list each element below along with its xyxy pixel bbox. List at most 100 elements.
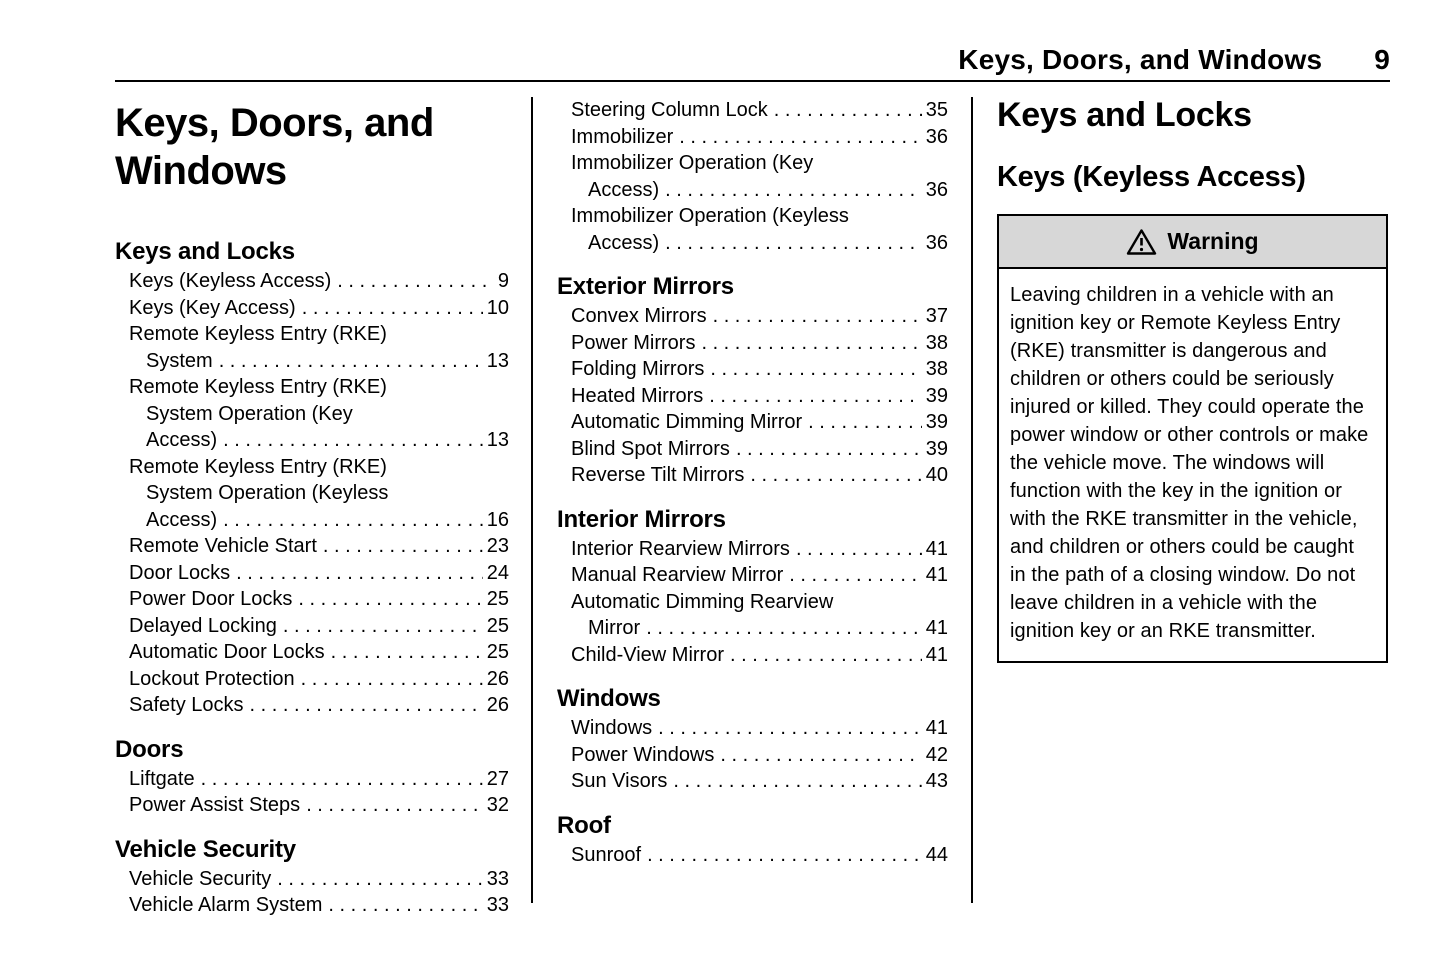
toc-leader-dots [673, 768, 921, 795]
toc-entry-label: Door Locks [129, 561, 231, 584]
toc-entry: Heated Mirrors 39 [557, 383, 948, 410]
toc-entry-label: Reverse Tilt Mirrors [571, 464, 745, 486]
toc-entry-label: Access) [588, 231, 660, 254]
toc-page-number: 27 [486, 767, 509, 790]
toc-leader-dots [679, 124, 922, 151]
toc-entry-label: System [146, 349, 213, 372]
toc-leader-dots [665, 230, 922, 257]
toc-entry: Remote Keyless Entry (RKE) System Operati… [115, 454, 509, 534]
toc-entry: Power Windows 42 [557, 742, 948, 769]
toc-entry: Immobilizer 36 [557, 124, 948, 151]
toc-page-number: 23 [486, 535, 509, 557]
chapter-title-line-2: Windows [115, 149, 287, 193]
warning-title: Warning [1167, 228, 1259, 254]
toc-page-number: 36 [925, 178, 948, 201]
toc-leader-dots [701, 330, 921, 357]
warning-header: Warning [999, 216, 1386, 269]
toc-entry-label: Remote Vehicle Start [129, 535, 317, 557]
toc-page-number: 41 [925, 564, 948, 586]
toc-page-number: 41 [925, 717, 948, 739]
toc-entry-label: Blind Spot Mirrors [571, 437, 730, 460]
toc-entry: Safety Locks 26 [115, 692, 509, 719]
toc-entry: Power Door Locks 25 [115, 586, 509, 613]
toc-entry: Remote Vehicle Start 23 [115, 533, 509, 560]
toc-leader-dots [646, 615, 922, 642]
chapter-title: Keys, Doors, and Windows [115, 99, 509, 195]
column-divider-2 [971, 97, 973, 903]
toc-entry-label: Automatic Door Locks [129, 641, 325, 663]
toc-section-heading: Vehicle Security [115, 835, 296, 863]
toc-page-number: 25 [486, 588, 509, 610]
toc-entry-label: Safety Locks [129, 694, 244, 716]
toc-leader-dots [789, 562, 921, 589]
toc-entry: Interior Rearview Mirrors 41 [557, 536, 948, 563]
toc-entry: Liftgate 27 [115, 766, 509, 793]
toc-list-column-2: Steering Column Lock35Immobilizer36Immob… [557, 97, 948, 868]
header-rule [115, 80, 1390, 82]
toc-leader-dots [201, 766, 483, 793]
toc-entry-label: Keys (Key Access) [129, 296, 296, 319]
toc-entry: Blind Spot Mirrors 39 [557, 436, 948, 463]
toc-leader-dots [223, 507, 483, 534]
toc-leader-dots [796, 536, 922, 563]
toc-entry: Sun Visors 43 [557, 768, 948, 795]
toc-entry-label: Convex Mirrors [571, 305, 707, 327]
toc-page-number: 43 [925, 770, 948, 792]
toc-entry-label: Vehicle Security [129, 867, 272, 890]
toc-page-number: 16 [486, 508, 509, 531]
toc-leader-dots [250, 692, 483, 719]
toc-page-number: 40 [925, 464, 948, 486]
toc-entry-label: Keys (Keyless Access) [129, 270, 332, 292]
toc-entry-label: Interior Rearview Mirrors [571, 537, 790, 560]
toc-entry-label: System Operation (Keyless [146, 482, 389, 504]
toc-page-number: 13 [486, 349, 509, 372]
toc-entry: Convex Mirrors 37 [557, 303, 948, 330]
toc-entry-label: Remote Keyless Entry (RKE) [129, 323, 387, 345]
content-column: Keys and Locks Keys (Keyless Access) War… [997, 97, 1391, 663]
toc-leader-dots [302, 295, 483, 322]
toc-entry-label: Manual Rearview Mirror [571, 564, 784, 586]
toc-leader-dots [219, 348, 483, 375]
toc-page-number: 10 [486, 296, 509, 319]
toc-entry-label: Lockout Protection [129, 667, 295, 690]
toc-entry-label: Heated Mirrors [571, 384, 704, 407]
running-header-page-number: 9 [1374, 44, 1390, 75]
toc-entry-label: Remote Keyless Entry (RKE) [129, 376, 387, 398]
toc-leader-dots [337, 268, 494, 295]
toc-entry-label: Folding Mirrors [571, 358, 705, 380]
toc-section-heading: Roof [557, 811, 611, 839]
toc-entry: Folding Mirrors 38 [557, 356, 948, 383]
toc-leader-dots [236, 560, 483, 587]
toc-entry: Power Assist Steps 32 [115, 792, 509, 819]
toc-entry: Keys (Key Access) 10 [115, 295, 509, 322]
toc-page-number: 36 [925, 125, 948, 148]
toc-entry: Reverse Tilt Mirrors 40 [557, 462, 948, 489]
toc-entry-label: System Operation (Key [146, 402, 353, 425]
toc-page-number: 24 [486, 561, 509, 584]
toc-entry-label: Child-View Mirror [571, 643, 724, 666]
section-title: Keys and Locks [997, 96, 1252, 134]
toc-page-number: 44 [925, 843, 948, 866]
toc-page-number: 25 [486, 614, 509, 637]
toc-page-number: 9 [497, 270, 509, 292]
toc-page-number: 41 [925, 617, 948, 639]
chapter-title-line-1: Keys, Doors, and [115, 101, 434, 145]
toc-leader-dots [277, 866, 482, 893]
subsection-title: Keys (Keyless Access) [997, 161, 1306, 193]
toc-entry: Child-View Mirror 41 [557, 642, 948, 669]
toc-leader-dots [328, 892, 482, 919]
toc-leader-dots [301, 666, 483, 693]
toc-entry-label: Automatic Dimming Mirror [571, 411, 803, 433]
toc-column-2: Steering Column Lock35Immobilizer36Immob… [557, 97, 948, 868]
column-divider-1 [531, 97, 533, 903]
toc-page-number: 38 [925, 331, 948, 354]
toc-leader-dots [331, 639, 483, 666]
toc-entry: Keys (Keyless Access) 9 [115, 268, 509, 295]
toc-page-number: 42 [925, 743, 948, 766]
toc-leader-dots [709, 383, 921, 410]
toc-page-number: 26 [486, 694, 509, 716]
toc-leader-dots [665, 177, 922, 204]
toc-entry: Automatic Door Locks 25 [115, 639, 509, 666]
toc-leader-dots [750, 462, 921, 489]
